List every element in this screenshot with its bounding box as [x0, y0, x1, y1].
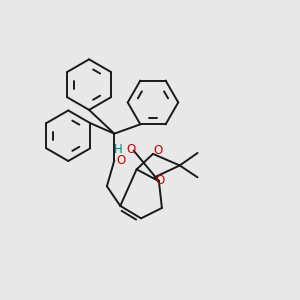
Text: O: O: [155, 174, 164, 187]
Text: O: O: [154, 144, 163, 158]
Text: O: O: [126, 142, 135, 156]
Text: H: H: [114, 142, 123, 156]
Text: O: O: [116, 154, 125, 167]
